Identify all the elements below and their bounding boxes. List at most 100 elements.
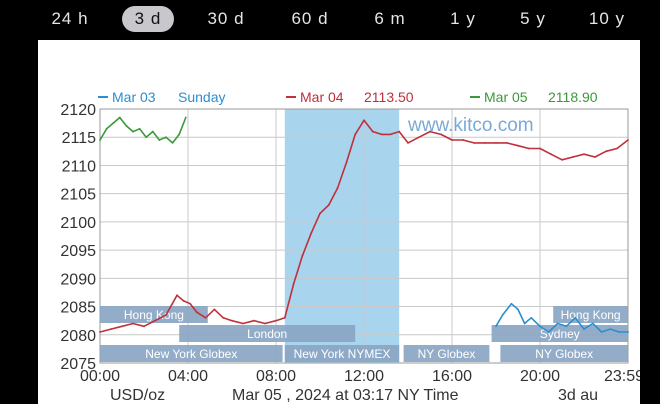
y-tick-label: 2085: [60, 300, 96, 317]
x-tick-label: 00:00: [80, 368, 120, 385]
session-bar-new-york-nymex: [284, 345, 400, 362]
series-point: [363, 119, 365, 122]
y-tick-label: 2090: [60, 271, 96, 288]
x-tick-label: 20:00: [520, 368, 560, 385]
session-label: Hong Kong: [124, 308, 184, 322]
series-point: [517, 308, 519, 311]
price-chart: 2120 2115 2110 2105 2100 2095 2090 2085 2080 2075…: [60, 89, 640, 404]
series-point: [506, 141, 508, 144]
series-point: [510, 302, 513, 305]
series-point: [171, 141, 174, 144]
tab-10y[interactable]: 10 y: [588, 9, 626, 28]
session-bar-hong-kong: [100, 306, 208, 323]
series-point: [591, 322, 594, 325]
y-tick-label: 2110: [62, 158, 97, 175]
series-point: [204, 316, 207, 319]
x-tick-label: 16:00: [432, 368, 472, 385]
series-point: [550, 153, 552, 156]
series-point: [145, 136, 148, 139]
session-label: Hong Kong: [561, 308, 621, 322]
series-point: [473, 141, 475, 144]
session-bar-ny-globex: [403, 345, 490, 362]
series-point: [319, 212, 321, 215]
series-point: [213, 308, 216, 311]
series-point: [605, 150, 607, 153]
series-point: [616, 147, 618, 150]
series-point: [429, 130, 431, 133]
session-bar-ny-globex: [500, 345, 628, 362]
series-point: [484, 141, 486, 144]
series-point: [627, 139, 629, 141]
series-point: [310, 232, 313, 235]
series-point: [517, 144, 519, 147]
series-point: [523, 322, 526, 325]
series-point: [354, 133, 357, 136]
series-point: [154, 319, 156, 322]
y-tick-label: 2105: [60, 187, 96, 204]
series-point: [539, 147, 541, 150]
chart-panel: 2120 2115 2110 2105 2100 2095 2090 2085 2080 2075…: [38, 40, 640, 404]
session-bar-new-york-globex: [100, 345, 283, 362]
x-tick-label: 23:59: [604, 368, 640, 385]
series-point: [165, 136, 167, 139]
session-bar-sydney: [491, 325, 628, 342]
tab-3d[interactable]: 3 d: [122, 6, 174, 32]
series-point: [195, 311, 198, 314]
session-bar-hong-kong: [553, 306, 628, 323]
series-point: [184, 116, 187, 119]
series-point: [407, 141, 409, 144]
series-point: [440, 133, 442, 136]
series-point: [99, 331, 101, 333]
series-point: [501, 314, 504, 316]
series-point: [561, 158, 563, 161]
series-point: [594, 156, 596, 158]
watermark-text: www.kitco.com: [407, 115, 534, 136]
plot-frame: [99, 108, 629, 364]
y-tick-label: 2095: [60, 243, 96, 260]
series-point: [495, 325, 497, 328]
series-point: [121, 325, 123, 328]
session-label: London: [247, 327, 287, 341]
tab-5y[interactable]: 5 y: [520, 9, 546, 28]
legend-value: Sunday: [178, 89, 225, 105]
series-point: [600, 331, 603, 333]
series-point: [462, 139, 464, 141]
legend-value: 2113.50: [364, 89, 414, 105]
series-point: [495, 141, 497, 144]
series-point: [418, 136, 420, 139]
tab-60d[interactable]: 60 d: [291, 9, 329, 28]
series-point: [528, 147, 530, 150]
y-tick-label: 2080: [60, 328, 96, 345]
series-point: [242, 322, 244, 325]
series-point: [292, 283, 295, 285]
y-tick-label: 2100: [60, 215, 96, 232]
series-point: [398, 130, 401, 133]
session-label: NY Globex: [418, 347, 476, 361]
legend-date: Mar 05: [484, 89, 528, 105]
series-point: [132, 130, 134, 133]
series-point: [178, 133, 181, 136]
series-point: [231, 319, 233, 322]
series-point: [371, 130, 374, 133]
tab-24h[interactable]: 24 h: [51, 9, 89, 28]
tab-6m[interactable]: 6 m: [374, 9, 406, 28]
series-point: [132, 322, 134, 325]
series-point: [556, 322, 559, 325]
series-point: [530, 316, 533, 319]
series-point: [574, 316, 577, 319]
source-label: 3d au: [558, 387, 598, 404]
legend-date: Mar 04: [300, 89, 344, 105]
series-point: [110, 328, 112, 331]
series-point: [151, 130, 154, 133]
series-point: [336, 187, 339, 189]
y-tick-label: 2120: [60, 102, 96, 119]
tab-30d[interactable]: 30 d: [207, 9, 245, 28]
series-point: [143, 325, 145, 328]
session-label: NY Globex: [535, 347, 593, 361]
series-point: [572, 156, 574, 158]
series-point: [380, 133, 383, 136]
x-tick-label: 04:00: [168, 368, 208, 385]
tab-1y[interactable]: 1 y: [450, 9, 476, 28]
series-point: [165, 314, 167, 316]
series-point: [389, 133, 392, 136]
